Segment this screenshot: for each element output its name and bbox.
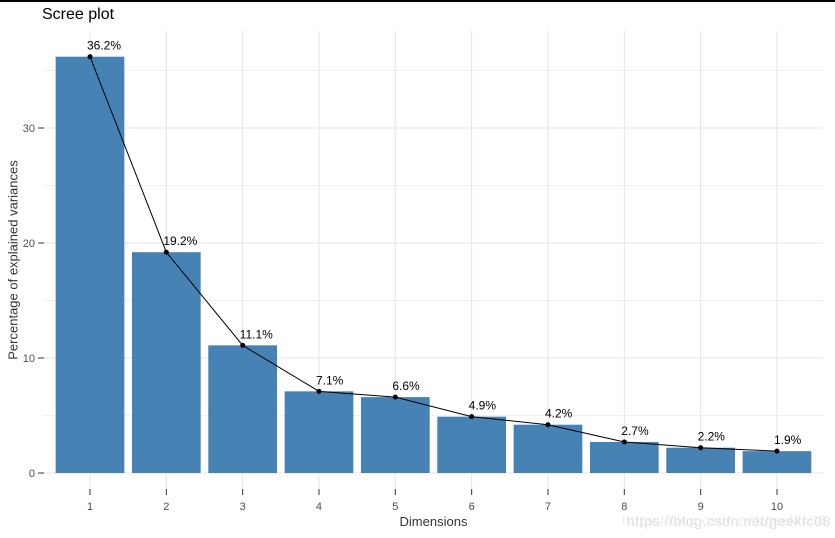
value-label-dim-2: 19.2% [163, 234, 197, 248]
x-tick-label: 2 [163, 501, 169, 513]
bar-dim-9 [666, 447, 735, 473]
x-tick-label: 8 [621, 501, 627, 513]
window-top-border [0, 0, 835, 2]
value-label-dim-6: 4.9% [469, 399, 497, 413]
value-label-dim-8: 2.7% [621, 424, 649, 438]
x-tick-label: 10 [771, 501, 783, 513]
x-tick-label: 7 [545, 501, 551, 513]
bar-dim-4 [284, 391, 354, 473]
data-point-dim-6 [469, 414, 475, 420]
csdn-watermark-text: https://blog.csdn.net/geekfc08 [626, 513, 831, 529]
value-label-dim-1: 36.2% [87, 39, 121, 53]
data-point-dim-3 [240, 342, 246, 348]
value-label-dim-10: 1.9% [774, 433, 802, 447]
value-label-dim-5: 6.6% [392, 379, 420, 393]
y-tick-label: 20 [23, 238, 35, 250]
bar-dim-8 [589, 441, 659, 473]
data-point-dim-9 [698, 445, 704, 451]
data-point-dim-8 [621, 439, 627, 445]
x-tick-label: 9 [698, 501, 704, 513]
bar-dim-1 [55, 56, 125, 473]
x-tick-label: 5 [392, 501, 398, 513]
x-axis-title: Dimensions [399, 514, 468, 529]
bar-dim-5 [360, 397, 430, 473]
data-point-dim-2 [163, 249, 169, 255]
x-tick-label: 6 [469, 501, 475, 513]
bar-dim-3 [208, 345, 278, 473]
value-label-dim-3: 11.1% [240, 327, 273, 341]
data-point-dim-4 [316, 388, 322, 394]
y-tick-label: 0 [29, 468, 35, 480]
bar-dim-2 [131, 252, 201, 473]
data-point-dim-7 [545, 422, 551, 428]
chart-title: Scree plot [42, 6, 115, 23]
x-tick-label: 4 [316, 501, 322, 513]
x-tick-label: 3 [240, 501, 246, 513]
value-label-dim-9: 2.2% [698, 430, 726, 444]
data-point-dim-1 [87, 54, 93, 60]
y-tick-label: 10 [23, 353, 35, 365]
x-tick-label: 1 [87, 501, 93, 513]
value-label-dim-7: 4.2% [545, 407, 573, 421]
scree-line [89, 56, 777, 452]
value-label-dim-4: 7.1% [316, 373, 344, 387]
y-tick-label: 30 [23, 123, 35, 135]
bar-dim-7 [513, 424, 583, 473]
bar-dim-10 [742, 451, 812, 473]
bar-dim-6 [437, 416, 506, 473]
data-point-dim-5 [392, 394, 398, 400]
data-point-dim-10 [774, 448, 780, 454]
